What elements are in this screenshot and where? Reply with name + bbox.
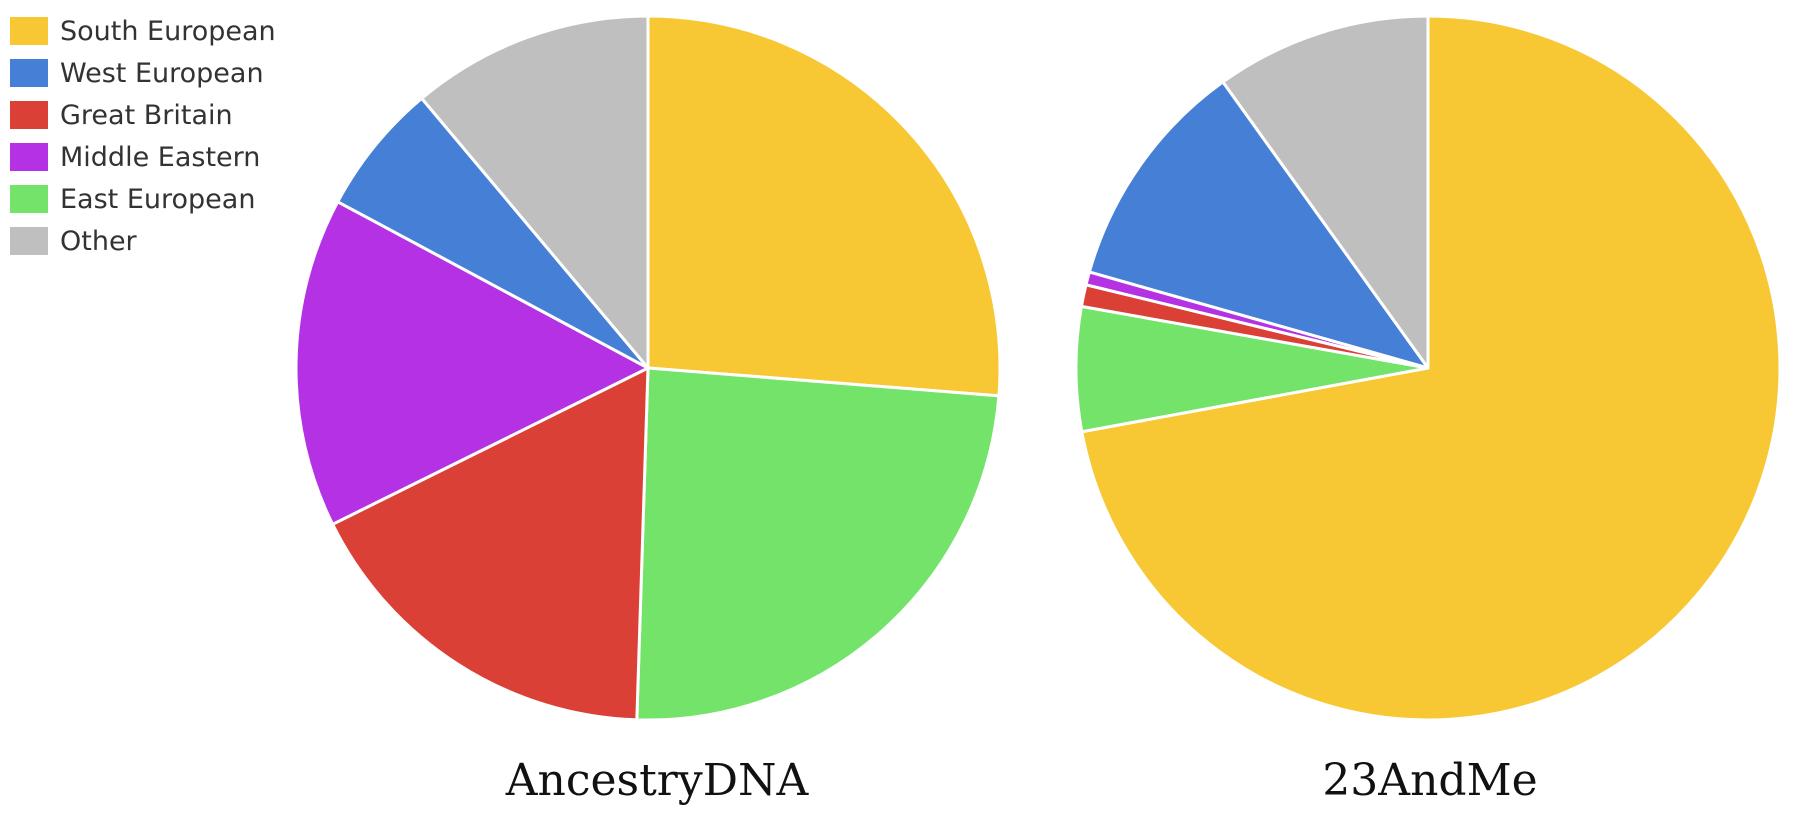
pie-slice-south-european[interactable] bbox=[1080, 14, 1782, 722]
legend-label: West European bbox=[60, 57, 264, 89]
legend: South European West European Great Brita… bbox=[10, 10, 276, 262]
legend-swatch bbox=[10, 101, 48, 129]
pie-slice-other[interactable] bbox=[1221, 14, 1430, 370]
legend-swatch bbox=[10, 227, 48, 255]
legend-swatch bbox=[10, 143, 48, 171]
legend-swatch bbox=[10, 185, 48, 213]
pie-chart-23andme bbox=[1074, 14, 1782, 722]
pie-slice-great-britain[interactable] bbox=[331, 366, 650, 722]
legend-label: Middle Eastern bbox=[60, 141, 261, 173]
legend-label: Great Britain bbox=[60, 99, 233, 131]
legend-item-west-european[interactable]: West European bbox=[10, 52, 276, 94]
pie-slice-other[interactable] bbox=[420, 14, 650, 370]
chart-title-23andme: 23AndMe bbox=[1322, 755, 1537, 806]
pie-slice-middle-eastern[interactable] bbox=[294, 200, 650, 526]
legend-label: East European bbox=[60, 183, 256, 215]
pie-slice-south-european[interactable] bbox=[646, 14, 1002, 398]
pie-slice-west-european[interactable] bbox=[336, 96, 650, 370]
legend-item-other[interactable]: Other bbox=[10, 220, 276, 262]
pie-slice-east-european[interactable] bbox=[1074, 304, 1430, 434]
legend-swatch bbox=[10, 17, 48, 45]
pie-chart-ancestrydna bbox=[294, 14, 1002, 722]
legend-label: South European bbox=[60, 15, 276, 47]
legend-item-east-european[interactable]: East European bbox=[10, 178, 276, 220]
legend-swatch bbox=[10, 59, 48, 87]
legend-item-middle-eastern[interactable]: Middle Eastern bbox=[10, 136, 276, 178]
chart-title-ancestrydna: AncestryDNA bbox=[505, 755, 810, 806]
legend-item-south-european[interactable]: South European bbox=[10, 10, 276, 52]
pie-slice-west-european[interactable] bbox=[1087, 80, 1430, 370]
legend-label: Other bbox=[60, 225, 137, 257]
legend-item-great-britain[interactable]: Great Britain bbox=[10, 94, 276, 136]
pie-slice-east-european[interactable] bbox=[635, 366, 1001, 722]
